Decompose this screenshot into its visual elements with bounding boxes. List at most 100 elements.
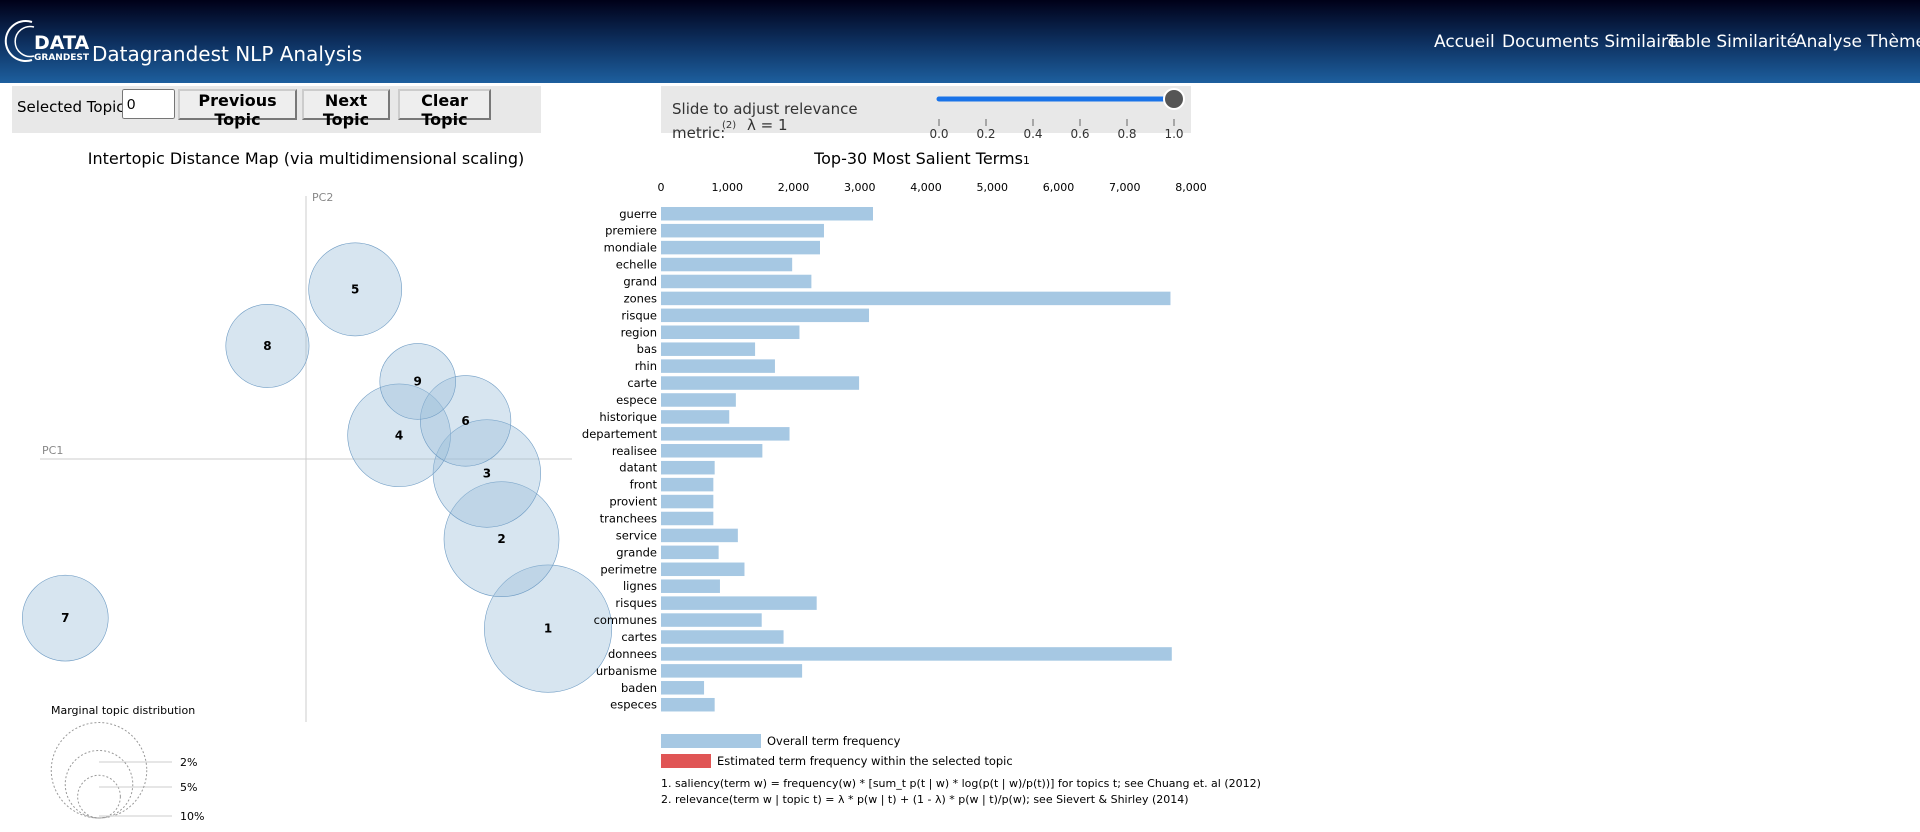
chart-title: Intertopic Distance Map (via multidimens… — [88, 149, 525, 168]
term-label: mondiale — [604, 241, 657, 255]
bar — [661, 647, 1172, 661]
term-label: risque — [621, 308, 657, 322]
topic-label: 3 — [483, 466, 491, 480]
nav-link[interactable]: Accueil — [1434, 32, 1495, 52]
bar — [661, 207, 873, 221]
x-axis-label: PC1 — [42, 444, 63, 457]
size-legend-circle — [77, 774, 121, 819]
x-tick-label: 4,000 — [910, 181, 942, 194]
bar — [661, 630, 784, 644]
topic-bubble[interactable] — [225, 303, 310, 388]
bar — [661, 613, 762, 627]
term-label: carte — [627, 376, 657, 390]
bar — [661, 257, 793, 272]
term-label: bas — [637, 342, 657, 356]
nav-link[interactable]: Table Similarité — [1667, 32, 1798, 52]
clear-topic-button[interactable]: Clear Topic — [398, 89, 491, 129]
x-tick-label: 7,000 — [1109, 181, 1141, 194]
lambda-value: λ = 1 — [747, 116, 788, 134]
topic-label: 7 — [61, 611, 69, 625]
term-label: front — [630, 478, 658, 492]
logo-top: DATA — [34, 32, 89, 54]
term-label: region — [621, 325, 657, 339]
topic-label: 9 — [414, 374, 422, 388]
bar — [661, 393, 736, 407]
term-label: donnees — [608, 647, 657, 661]
term-label: grand — [623, 274, 657, 288]
chart-title-note: 1 — [1023, 154, 1030, 167]
slider-tick-label: 0.2 — [976, 127, 995, 141]
topic-label: 6 — [461, 414, 469, 428]
bar — [661, 376, 860, 390]
topic-label: 8 — [263, 339, 271, 353]
bar — [661, 596, 817, 610]
logo-bottom: GRANDEST — [34, 53, 90, 63]
legend-swatch — [661, 754, 711, 768]
bar — [661, 240, 820, 255]
size-legend-title: Marginal topic distribution — [51, 704, 195, 717]
term-label: zones — [624, 291, 657, 305]
legend-label: Overall term frequency — [767, 734, 901, 748]
topic-bubble[interactable] — [484, 564, 613, 693]
size-legend-circle — [50, 721, 148, 819]
bar — [661, 223, 824, 238]
slider-knob[interactable] — [1163, 88, 1185, 110]
bar — [661, 494, 714, 509]
topic-bubble[interactable] — [379, 343, 456, 420]
app-title: Datagrandest NLP Analysis — [92, 42, 363, 66]
bar — [661, 444, 763, 458]
bar — [661, 427, 790, 441]
term-label: especes — [610, 698, 657, 712]
topic-bubble[interactable] — [308, 242, 403, 337]
bar — [661, 274, 812, 289]
nav-link[interactable]: Analyse Thèmes — [1795, 32, 1920, 52]
x-tick-label: 8,000 — [1175, 181, 1207, 194]
chart-title: Top-30 Most Salient Terms1 — [813, 149, 1030, 168]
x-tick-label: 1,000 — [712, 181, 744, 194]
term-label: rhin — [635, 359, 657, 373]
chart-title-text: Top-30 Most Salient Terms — [813, 149, 1023, 168]
term-label: datant — [619, 461, 657, 475]
topic-bubble[interactable] — [21, 574, 109, 662]
topic-input[interactable] — [122, 89, 175, 119]
topic-label: 2 — [497, 532, 505, 546]
nav-link[interactable]: Documents Similaire — [1502, 32, 1679, 52]
size-legend-label: 2% — [180, 756, 197, 769]
term-label: perimetre — [600, 562, 657, 576]
bar — [661, 664, 803, 678]
bar — [661, 681, 705, 695]
term-label: premiere — [605, 224, 657, 238]
topic-label: 4 — [395, 428, 403, 442]
x-tick-label: 6,000 — [1043, 181, 1075, 194]
bar — [661, 579, 720, 593]
topic-label: 5 — [351, 282, 359, 296]
term-label: realisee — [612, 444, 657, 458]
term-label: urbanisme — [596, 664, 657, 678]
slider-tick-label: 0.0 — [929, 127, 948, 141]
term-label: cartes — [621, 630, 657, 644]
topic-bubble[interactable] — [347, 383, 451, 488]
bar — [661, 528, 738, 543]
term-label: departement — [582, 427, 658, 441]
term-label: echelle — [616, 258, 657, 272]
footnote: 2. relevance(term w | topic t) = λ * p(w… — [661, 793, 1189, 806]
term-label: tranchees — [600, 511, 657, 525]
legend-swatch — [661, 734, 761, 748]
topic-bubble[interactable] — [443, 481, 560, 598]
x-tick-label: 0 — [658, 181, 665, 194]
x-tick-label: 3,000 — [844, 181, 876, 194]
logo: DATA GRANDEST — [4, 20, 90, 63]
slider[interactable]: 0.0 0.2 0.4 0.6 0.8 1.0 — [0, 0, 1920, 150]
topic-bubble[interactable] — [432, 419, 541, 528]
y-axis-label: PC2 — [312, 191, 333, 204]
term-label: grande — [616, 545, 657, 559]
previous-topic-button[interactable]: Previous Topic — [178, 89, 297, 129]
topic-bubble[interactable] — [420, 375, 512, 467]
bar — [661, 359, 775, 373]
bar — [661, 697, 715, 712]
next-topic-button[interactable]: Next Topic — [302, 89, 390, 129]
bar — [661, 291, 1171, 306]
bar — [661, 545, 719, 560]
